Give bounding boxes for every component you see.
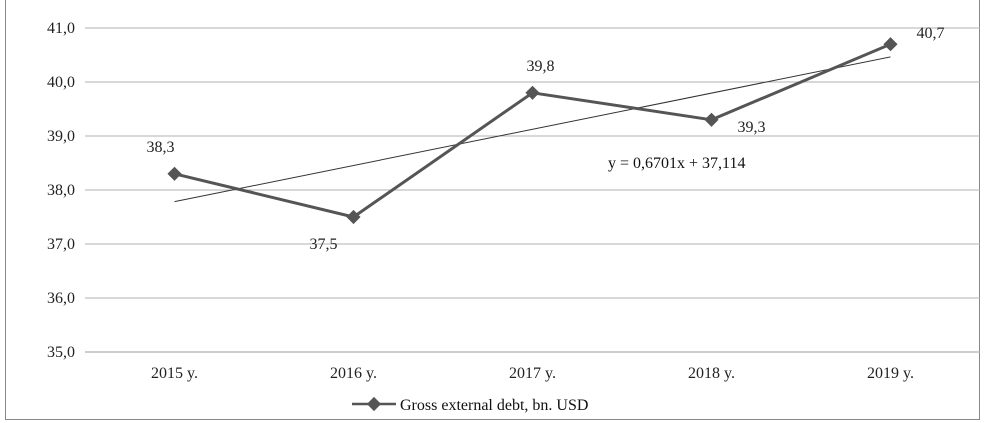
y-tick-label: 36,0	[47, 290, 75, 307]
data-label: 39,8	[527, 58, 555, 75]
legend: Gross external debt, bn. USD	[352, 396, 588, 414]
data-label: 38,3	[147, 139, 175, 156]
data-point	[525, 85, 540, 100]
data-labels: 38,3 37,5 39,8 39,3 40,7	[147, 25, 945, 253]
y-tick-label: 39,0	[47, 128, 75, 145]
y-tick-label: 41,0	[47, 20, 75, 37]
x-tick-label: 2017 y.	[509, 365, 556, 382]
y-axis-ticks: 35,0 36,0 37,0 38,0 39,0 40,0 41,0	[47, 20, 75, 361]
data-label: 39,3	[738, 119, 766, 136]
trendline-equation: y = 0,6701x + 37,114	[608, 155, 745, 172]
data-label: 37,5	[310, 236, 338, 253]
chart-frame	[5, 0, 980, 420]
data-point	[346, 209, 361, 225]
y-tick-label: 35,0	[47, 344, 75, 361]
legend-marker	[366, 396, 382, 412]
legend-label: Gross external debt, bn. USD	[400, 397, 588, 414]
data-point	[167, 166, 182, 181]
y-tick-label: 40,0	[47, 74, 75, 91]
gridlines	[85, 27, 980, 353]
trendline	[174, 56, 891, 203]
x-tick-label: 2016 y.	[330, 365, 377, 382]
x-axis-ticks: 2015 y. 2016 y. 2017 y. 2018 y. 2019 y.	[151, 365, 914, 382]
x-tick-label: 2018 y.	[688, 365, 735, 382]
y-tick-label: 37,0	[47, 236, 75, 253]
data-label: 40,7	[917, 25, 945, 42]
data-point	[883, 37, 898, 52]
x-tick-label: 2015 y.	[151, 365, 198, 382]
trendline-group	[174, 56, 891, 203]
data-point	[704, 112, 719, 127]
y-tick-label: 38,0	[47, 182, 75, 199]
x-tick-label: 2019 y.	[867, 365, 914, 382]
series-group	[167, 37, 898, 225]
